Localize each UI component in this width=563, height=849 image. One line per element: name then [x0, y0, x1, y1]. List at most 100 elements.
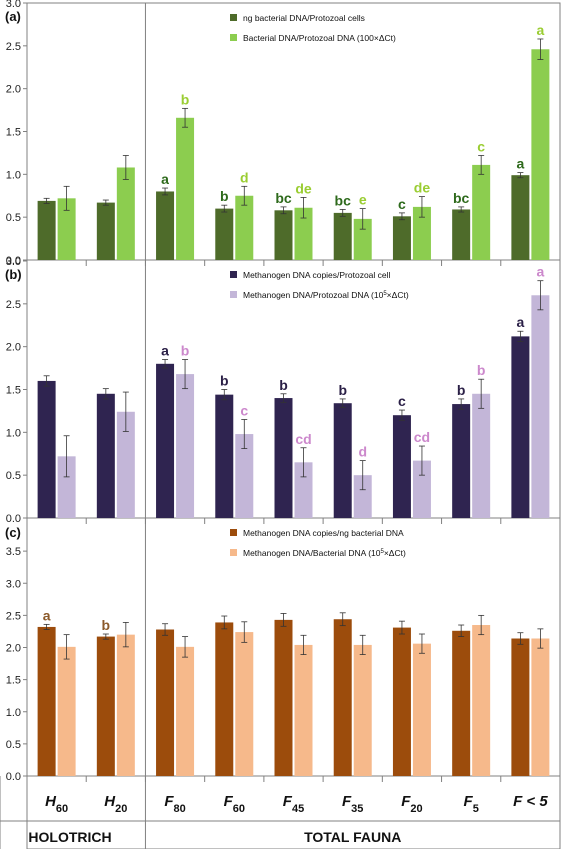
x-label-base: F [464, 793, 474, 810]
bar [57, 456, 76, 518]
legend-swatch [230, 14, 237, 21]
x-label-sub: 60 [233, 803, 245, 815]
bar [452, 404, 471, 518]
y-tick-label: 0.5 [6, 470, 21, 482]
legend-text: Methanogen DNA/Bacterial DNA (10 [243, 548, 381, 558]
significance-letter: b [181, 343, 190, 359]
x-label-base: F < 5 [513, 793, 548, 810]
bar [333, 619, 352, 776]
significance-letter: c [398, 196, 406, 212]
bar [472, 164, 491, 260]
significance-letter: b [279, 377, 288, 393]
bar [156, 629, 175, 776]
y-tick-label: 1.5 [6, 127, 21, 139]
x-tick-label: H60 [45, 793, 68, 815]
x-tick-label: F5 [464, 793, 479, 815]
bar [37, 626, 56, 776]
significance-letter: d [240, 169, 249, 185]
y-tick-label: 2.0 [6, 84, 21, 96]
bar [392, 415, 411, 518]
bar [531, 638, 550, 776]
bar [353, 644, 372, 776]
significance-letter: b [220, 188, 229, 204]
significance-letter: cd [295, 431, 311, 447]
bar [333, 212, 352, 260]
x-label-sub: 60 [56, 803, 68, 815]
panel-a: 0.00.51.01.52.02.53.0(a) ng bacterial DNA… [5, 0, 560, 267]
legend-text: ng bacterial DNA/Protozoal cells [243, 13, 365, 23]
x-label-sub: 20 [115, 803, 127, 815]
significance-letter: bc [275, 190, 292, 206]
y-tick-label: 0.5 [6, 212, 21, 224]
bar [392, 627, 411, 776]
bar [176, 646, 195, 776]
y-tick-label: 1.0 [6, 707, 21, 719]
bar [156, 363, 175, 518]
legend-swatch [230, 271, 237, 278]
legend-text: Methanogen DNA copies/ng bacterial DNA [243, 528, 404, 538]
y-tick-label: 1.0 [6, 169, 21, 181]
significance-letter: b [477, 362, 486, 378]
bar [156, 191, 175, 260]
bar [412, 206, 431, 260]
legend-swatch [230, 291, 237, 298]
bar [96, 636, 115, 776]
group-label: HOLOTRICH [28, 829, 111, 845]
y-tick-label: 3.0 [6, 256, 21, 268]
bar [215, 622, 234, 776]
significance-letter: a [161, 171, 169, 187]
y-tick-label: 0.0 [6, 771, 21, 783]
significance-letter: c [477, 138, 485, 154]
significance-letter: bc [453, 190, 470, 206]
bar [176, 374, 195, 518]
bar [235, 195, 254, 260]
significance-letter: b [220, 373, 229, 389]
significance-letter: a [516, 314, 524, 330]
panel-label: (c) [5, 525, 21, 540]
y-tick-label: 2.0 [6, 643, 21, 655]
x-label-base: F [283, 793, 293, 810]
bar [472, 625, 491, 776]
significance-letter: a [516, 156, 524, 172]
x-tick-label: F45 [283, 793, 304, 815]
significance-letter: a [161, 343, 169, 359]
x-label-sub: 35 [351, 803, 363, 815]
x-label-base: F [342, 793, 352, 810]
x-tick-label: F60 [224, 793, 245, 815]
x-label-sub: 20 [410, 803, 422, 815]
bar [116, 411, 135, 518]
x-label-base: F [401, 793, 411, 810]
bar [235, 632, 254, 776]
x-axis-categories: H60 H20 F80 F60 F45 F35 F20 F5 F < 5 [45, 793, 548, 815]
y-tick-label: 2.5 [6, 299, 21, 311]
significance-letter: a [536, 22, 544, 38]
significance-letter: de [295, 180, 312, 196]
legend-label: Bacterial DNA/Protozoal DNA (100×ΔCt) [243, 33, 396, 43]
legend-label: ng bacterial DNA/Protozoal cells [243, 13, 365, 23]
legend-sup: 5 [383, 291, 387, 297]
significance-letter: b [338, 382, 347, 398]
bar [333, 403, 352, 518]
bar [274, 619, 293, 776]
bar [116, 634, 135, 776]
legend-label: Methanogen DNA/Bacterial DNA (105×ΔCt) [243, 548, 406, 558]
bar [294, 207, 313, 260]
legend-label: Methanogen DNA copies/ng bacterial DNA [243, 528, 404, 538]
significance-letter: d [358, 444, 367, 460]
bar [511, 336, 530, 518]
bar [57, 198, 76, 260]
x-tick-label: F80 [164, 793, 185, 815]
bar [274, 210, 293, 260]
y-tick-label: 3.5 [6, 546, 21, 558]
x-label-base: H [104, 793, 116, 810]
x-label-base: F [164, 793, 174, 810]
bar [392, 216, 411, 260]
legend-swatch [230, 529, 237, 536]
bar [57, 646, 76, 776]
x-tick-label: F < 5 [513, 793, 548, 810]
panel-b: 0.0 0.5 1.0 1.5 2.0 2.5 3.0(b) Methanogen DNA c… [5, 256, 560, 525]
bar [531, 295, 550, 518]
y-tick-label: 2.0 [6, 342, 21, 354]
plot-frame [26, 2, 561, 849]
